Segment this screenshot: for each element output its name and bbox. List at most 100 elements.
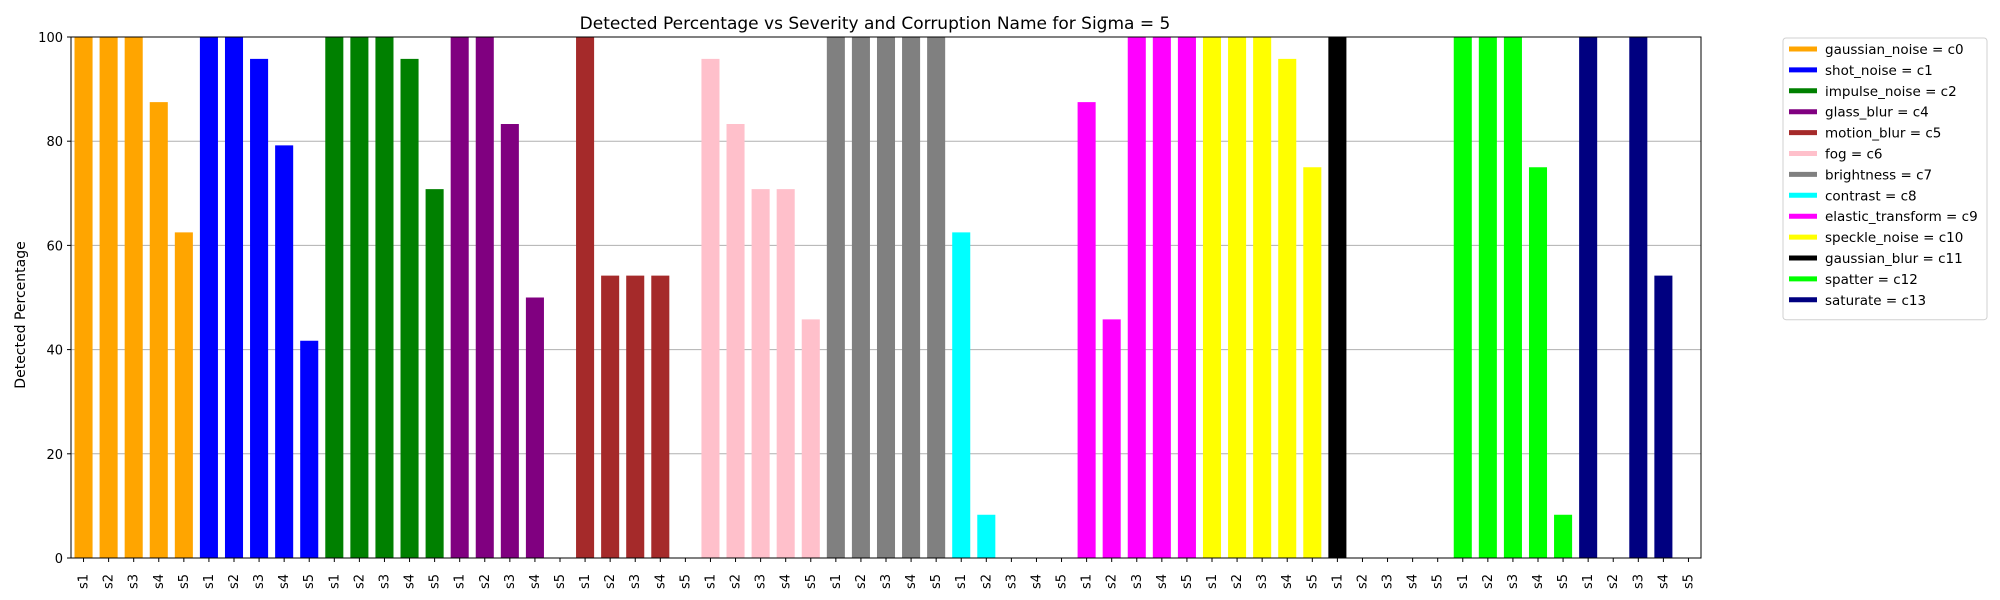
legend: gaussian_noise = c0 shot_noise = c1 impuls… bbox=[1782, 37, 1988, 321]
x-tick-label: s5 bbox=[929, 574, 944, 589]
x-tick-label: s5 bbox=[804, 574, 819, 589]
x-tick-label: s2 bbox=[352, 574, 367, 589]
bar bbox=[851, 37, 870, 558]
x-tick-label: s3 bbox=[1381, 574, 1396, 589]
x-tick-label: s1 bbox=[703, 574, 718, 589]
bar bbox=[1278, 58, 1297, 559]
axes: s1 s2 s3 s4 s5 s1 s2 s3 s4 s5 s1 s2 s3 s4 s5 s1 s2 s3 s4 s5… bbox=[38, 31, 1702, 589]
bar bbox=[1177, 37, 1196, 558]
x-tick-label: s2 bbox=[979, 574, 994, 589]
bar bbox=[601, 275, 620, 558]
bar bbox=[1478, 37, 1497, 558]
bar-group bbox=[74, 37, 1673, 559]
bar bbox=[124, 37, 143, 558]
x-tick-label: s4 bbox=[1656, 574, 1671, 589]
x-tick-label: s1 bbox=[202, 574, 217, 589]
y-axis-label: Detected Percentage bbox=[13, 241, 29, 388]
bar bbox=[1127, 37, 1146, 558]
x-tick-label: s1 bbox=[954, 574, 969, 589]
x-tick-label: s3 bbox=[754, 574, 769, 589]
bar bbox=[726, 124, 745, 558]
legend-entry-label: gaussian_noise = c0 bbox=[1825, 42, 1964, 58]
x-tick-label: s5 bbox=[177, 574, 192, 589]
bar bbox=[224, 37, 244, 558]
x-tick-label: s4 bbox=[779, 574, 794, 589]
bar bbox=[450, 37, 469, 558]
bar bbox=[626, 275, 645, 558]
x-tick-label: s4 bbox=[1406, 574, 1421, 589]
x-tick-label: s5 bbox=[553, 574, 568, 589]
bar bbox=[927, 37, 946, 558]
legend-entry-label: motion_blur = c5 bbox=[1825, 126, 1941, 142]
y-tick-label: 0 bbox=[55, 552, 63, 567]
x-tick-label: s5 bbox=[1681, 574, 1696, 589]
x-tick-label: s4 bbox=[403, 574, 418, 589]
bar bbox=[500, 124, 519, 558]
bar bbox=[701, 58, 720, 559]
x-tick-label: s4 bbox=[152, 574, 167, 589]
bar bbox=[425, 189, 444, 558]
legend-entry-label: glass_blur = c4 bbox=[1825, 105, 1929, 121]
y-tick-label: 80 bbox=[46, 135, 63, 150]
bar bbox=[1228, 37, 1247, 558]
x-tick-label: s5 bbox=[1180, 574, 1195, 589]
x-tick-label: s3 bbox=[503, 574, 518, 589]
bar bbox=[1253, 37, 1272, 558]
bar bbox=[99, 37, 118, 558]
x-tick-label: s2 bbox=[854, 574, 869, 589]
bar bbox=[1303, 167, 1322, 558]
x-tick-label: s4 bbox=[1029, 574, 1044, 589]
x-tick-label: s4 bbox=[904, 574, 919, 589]
bar bbox=[826, 37, 845, 558]
x-tick-label: s4 bbox=[653, 574, 668, 589]
bar bbox=[275, 145, 294, 559]
bar bbox=[1152, 37, 1171, 558]
bar bbox=[977, 514, 996, 558]
x-tick-label: s2 bbox=[1606, 574, 1621, 589]
legend-entry-label: brightness = c7 bbox=[1825, 167, 1932, 183]
x-tick-label: s5 bbox=[1431, 574, 1446, 589]
bar bbox=[952, 232, 971, 558]
bar bbox=[199, 37, 218, 558]
bar bbox=[1202, 37, 1222, 558]
legend-entry-label: impulse_noise = c2 bbox=[1825, 84, 1957, 100]
x-tick-label: s5 bbox=[1556, 574, 1571, 589]
x-tick-label: s5 bbox=[428, 574, 443, 589]
plot-frame bbox=[70, 36, 1702, 559]
x-tick-label: s2 bbox=[603, 574, 618, 589]
x-tick-label: s5 bbox=[302, 574, 317, 589]
bar bbox=[751, 189, 770, 558]
bar bbox=[149, 102, 168, 558]
bar bbox=[375, 37, 394, 558]
x-tick-label: s1 bbox=[327, 574, 342, 589]
bar bbox=[475, 37, 494, 558]
legend-entry-label: elastic_transform = c9 bbox=[1825, 209, 1978, 225]
bar bbox=[174, 232, 193, 558]
bar bbox=[1579, 37, 1598, 558]
bar bbox=[1328, 37, 1347, 558]
x-tick-label: s2 bbox=[729, 574, 744, 589]
bar bbox=[250, 58, 269, 559]
legend-entry-label: saturate = c13 bbox=[1825, 293, 1926, 309]
y-tick-label: 100 bbox=[38, 31, 63, 46]
x-tick-label: s3 bbox=[879, 574, 894, 589]
x-tick-label: s1 bbox=[1581, 574, 1596, 589]
legend-entry-label: speckle_noise = c10 bbox=[1825, 230, 1963, 246]
x-tick-label: s3 bbox=[628, 574, 643, 589]
bar bbox=[1102, 319, 1121, 558]
x-tick-label: s2 bbox=[1355, 574, 1370, 589]
x-tick-label: s1 bbox=[578, 574, 593, 589]
legend-box bbox=[1782, 37, 1988, 321]
x-tick-label: s1 bbox=[1330, 574, 1345, 589]
bar bbox=[902, 37, 921, 558]
chart-title: Detected Percentage vs Severity and Corr… bbox=[580, 14, 1171, 34]
x-tick-label: s2 bbox=[1105, 574, 1120, 589]
y-tick-label: 60 bbox=[46, 239, 63, 254]
legend-entry-label: contrast = c8 bbox=[1825, 188, 1917, 204]
bar bbox=[1654, 275, 1673, 558]
x-tick-label: s3 bbox=[127, 574, 142, 589]
x-tick-label: s4 bbox=[277, 574, 292, 589]
bar bbox=[776, 189, 795, 558]
bar bbox=[576, 37, 595, 558]
